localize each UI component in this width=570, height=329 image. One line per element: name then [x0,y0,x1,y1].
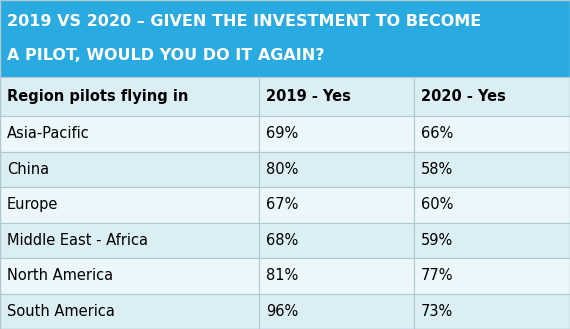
Text: 59%: 59% [421,233,454,248]
Bar [0,152,259,187]
Bar [0,187,259,222]
Bar [0,116,259,152]
Bar [414,77,570,116]
Bar [259,293,414,329]
Bar [259,187,414,222]
Bar [0,222,259,258]
Text: 67%: 67% [266,197,299,212]
Text: South America: South America [7,304,115,319]
Bar [414,258,570,293]
Bar [0,0,570,77]
Text: 81%: 81% [266,268,299,283]
Bar [259,258,414,293]
Text: A PILOT, WOULD YOU DO IT AGAIN?: A PILOT, WOULD YOU DO IT AGAIN? [7,48,324,63]
Text: 2020 - Yes: 2020 - Yes [421,89,506,104]
Text: 60%: 60% [421,197,454,212]
Bar [259,152,414,187]
Bar [414,293,570,329]
Text: Region pilots flying in: Region pilots flying in [7,89,188,104]
Text: Europe: Europe [7,197,58,212]
Text: 77%: 77% [421,268,454,283]
Text: 2019 VS 2020 – GIVEN THE INVESTMENT TO BECOME: 2019 VS 2020 – GIVEN THE INVESTMENT TO B… [7,14,481,29]
Text: Asia-Pacific: Asia-Pacific [7,126,89,141]
Bar [0,293,259,329]
Text: China: China [7,162,49,177]
Text: 69%: 69% [266,126,299,141]
Text: 80%: 80% [266,162,299,177]
Text: 58%: 58% [421,162,454,177]
Bar [0,77,259,116]
Bar [414,152,570,187]
Text: 2019 - Yes: 2019 - Yes [266,89,351,104]
Bar [0,258,259,293]
Bar [259,77,414,116]
Text: Middle East - Africa: Middle East - Africa [7,233,148,248]
Bar [414,116,570,152]
Text: 66%: 66% [421,126,454,141]
Text: 68%: 68% [266,233,299,248]
Text: 96%: 96% [266,304,299,319]
Bar [259,116,414,152]
Bar [259,222,414,258]
Text: 73%: 73% [421,304,454,319]
Text: North America: North America [7,268,113,283]
Bar [414,187,570,222]
Bar [414,222,570,258]
